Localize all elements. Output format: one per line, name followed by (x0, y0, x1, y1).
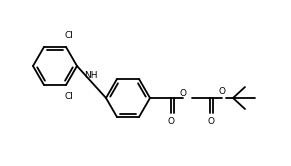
Text: Cl: Cl (65, 31, 73, 41)
Text: O: O (207, 117, 214, 125)
Text: O: O (180, 88, 187, 97)
Text: O: O (168, 117, 175, 125)
Text: Cl: Cl (65, 92, 73, 101)
Text: NH: NH (84, 71, 97, 80)
Text: O: O (219, 86, 226, 95)
